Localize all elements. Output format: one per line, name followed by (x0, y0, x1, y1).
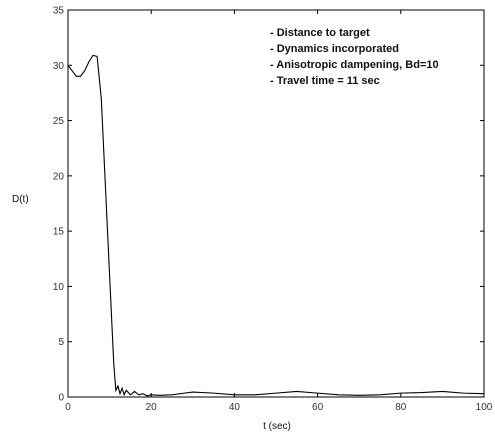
x-tick-label: 20 (146, 402, 158, 413)
x-axis-label: t (sec) (263, 421, 291, 432)
y-tick-label: 30 (53, 61, 65, 72)
y-tick-label: 25 (53, 116, 65, 127)
x-tick-label: 80 (395, 402, 407, 413)
x-tick-label: 0 (65, 402, 71, 413)
y-tick-label: 15 (53, 227, 65, 238)
y-tick-label: 5 (58, 337, 64, 348)
distance-line (67, 54, 485, 397)
annotation-line-1: - Distance to target (270, 27, 370, 39)
x-tick-label: 100 (476, 402, 493, 413)
y-tick-label: 0 (58, 393, 64, 404)
y-tick-label: 20 (53, 171, 65, 182)
x-tick-label: 40 (229, 402, 241, 413)
annotation-line-3: - Anisotropic dampening, Bd=10 (270, 59, 439, 71)
annotation-line-2: - Dynamics incorporated (270, 43, 399, 55)
y-tick-label: 10 (53, 282, 65, 293)
plot-frame (67, 9, 485, 398)
tick-labels: 0 20 40 60 80 100 0 5 10 15 20 25 30 35 (53, 6, 493, 414)
y-axis-label: D(t) (12, 194, 29, 205)
axis-ticks (67, 9, 485, 398)
annotation-block: - Distance to target - Dynamics incorpor… (270, 27, 439, 87)
x-tick-label: 60 (312, 402, 324, 413)
y-tick-label: 35 (53, 6, 65, 17)
annotation-line-4: - Travel time = 11 sec (270, 75, 380, 87)
